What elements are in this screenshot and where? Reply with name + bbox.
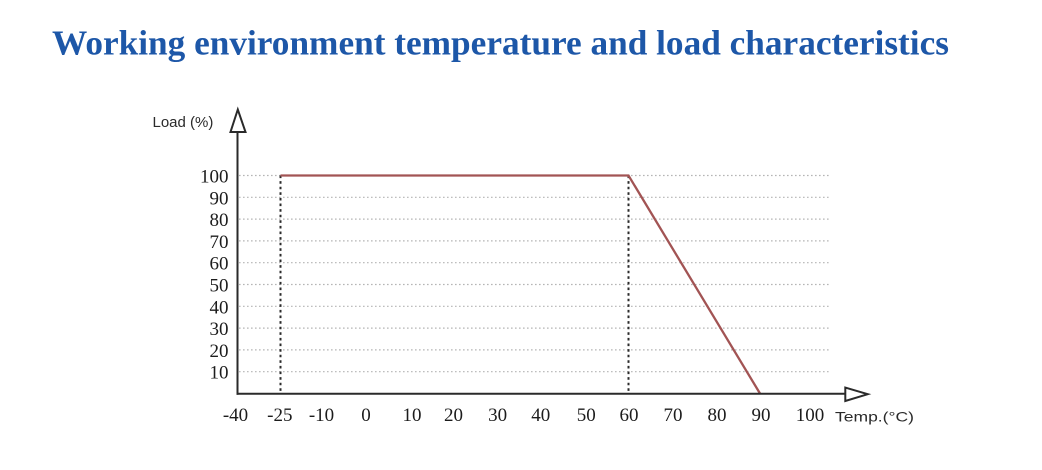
svg-text:90: 90 — [210, 188, 229, 209]
svg-text:100: 100 — [200, 167, 229, 188]
svg-text:20: 20 — [444, 405, 463, 426]
svg-text:Load (%): Load (%) — [153, 114, 214, 131]
svg-text:60: 60 — [210, 254, 229, 275]
svg-text:70: 70 — [664, 405, 683, 426]
svg-text:40: 40 — [210, 297, 229, 318]
svg-text:-10: -10 — [309, 405, 334, 426]
svg-text:90: 90 — [752, 405, 771, 426]
svg-text:20: 20 — [210, 341, 229, 362]
svg-text:-25: -25 — [267, 405, 292, 426]
svg-text:10: 10 — [210, 363, 229, 384]
svg-text:10: 10 — [403, 405, 422, 426]
svg-text:30: 30 — [488, 405, 507, 426]
svg-text:-40: -40 — [223, 405, 248, 426]
svg-text:40: 40 — [531, 405, 550, 426]
svg-text:50: 50 — [577, 405, 596, 426]
svg-text:Temp.(°C): Temp.(°C) — [835, 409, 914, 425]
svg-text:50: 50 — [210, 276, 229, 297]
svg-text:100: 100 — [796, 405, 825, 426]
svg-text:70: 70 — [210, 232, 229, 253]
svg-text:60: 60 — [620, 405, 639, 426]
svg-text:Working environment temperatur: Working environment temperature and load… — [52, 24, 949, 63]
svg-text:30: 30 — [210, 319, 229, 340]
svg-text:80: 80 — [210, 210, 229, 231]
svg-text:80: 80 — [708, 405, 727, 426]
svg-text:0: 0 — [361, 405, 371, 426]
